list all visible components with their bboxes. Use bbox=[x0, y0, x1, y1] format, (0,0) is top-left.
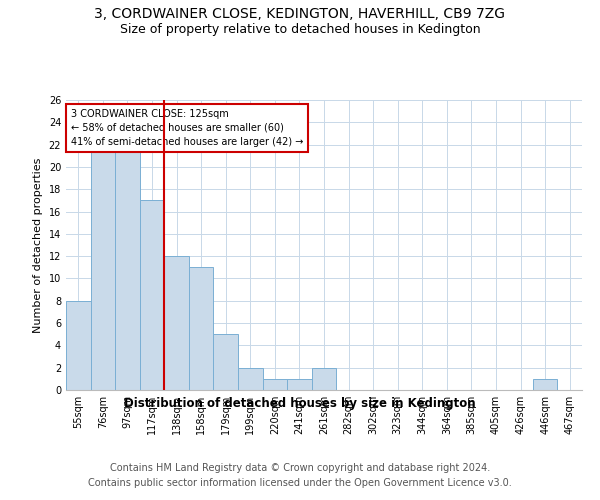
Bar bbox=[140, 200, 164, 390]
Bar bbox=[287, 379, 312, 390]
Bar bbox=[91, 144, 115, 390]
Bar bbox=[238, 368, 263, 390]
Text: 3, CORDWAINER CLOSE, KEDINGTON, HAVERHILL, CB9 7ZG: 3, CORDWAINER CLOSE, KEDINGTON, HAVERHIL… bbox=[95, 8, 505, 22]
Bar bbox=[115, 144, 140, 390]
Bar bbox=[164, 256, 189, 390]
Bar bbox=[533, 379, 557, 390]
Text: 3 CORDWAINER CLOSE: 125sqm
← 58% of detached houses are smaller (60)
41% of semi: 3 CORDWAINER CLOSE: 125sqm ← 58% of deta… bbox=[71, 108, 304, 146]
Text: Size of property relative to detached houses in Kedington: Size of property relative to detached ho… bbox=[119, 22, 481, 36]
Text: Contains HM Land Registry data © Crown copyright and database right 2024.
Contai: Contains HM Land Registry data © Crown c… bbox=[88, 462, 512, 487]
Bar bbox=[214, 334, 238, 390]
Bar bbox=[66, 301, 91, 390]
Bar bbox=[312, 368, 336, 390]
Bar bbox=[189, 268, 214, 390]
Y-axis label: Number of detached properties: Number of detached properties bbox=[33, 158, 43, 332]
Bar bbox=[263, 379, 287, 390]
Text: Distribution of detached houses by size in Kedington: Distribution of detached houses by size … bbox=[124, 398, 476, 410]
